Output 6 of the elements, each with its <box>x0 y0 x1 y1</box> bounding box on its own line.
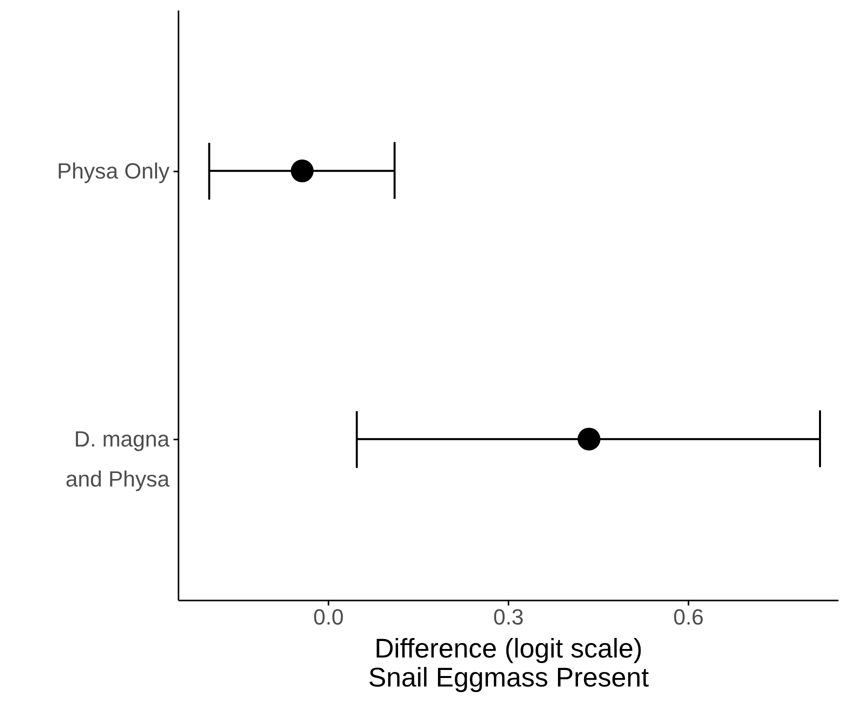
x-tick-label: 0.0 <box>313 604 344 630</box>
y-tick-label: D. magna and Physa <box>66 426 170 492</box>
x-axis-title: Difference (logit scale) Snail Eggmass Present <box>368 634 650 692</box>
y-tick-label: Physa Only <box>57 158 170 184</box>
x-tick-label: 0.3 <box>493 604 524 630</box>
x-tick-label: 0.6 <box>673 604 704 630</box>
